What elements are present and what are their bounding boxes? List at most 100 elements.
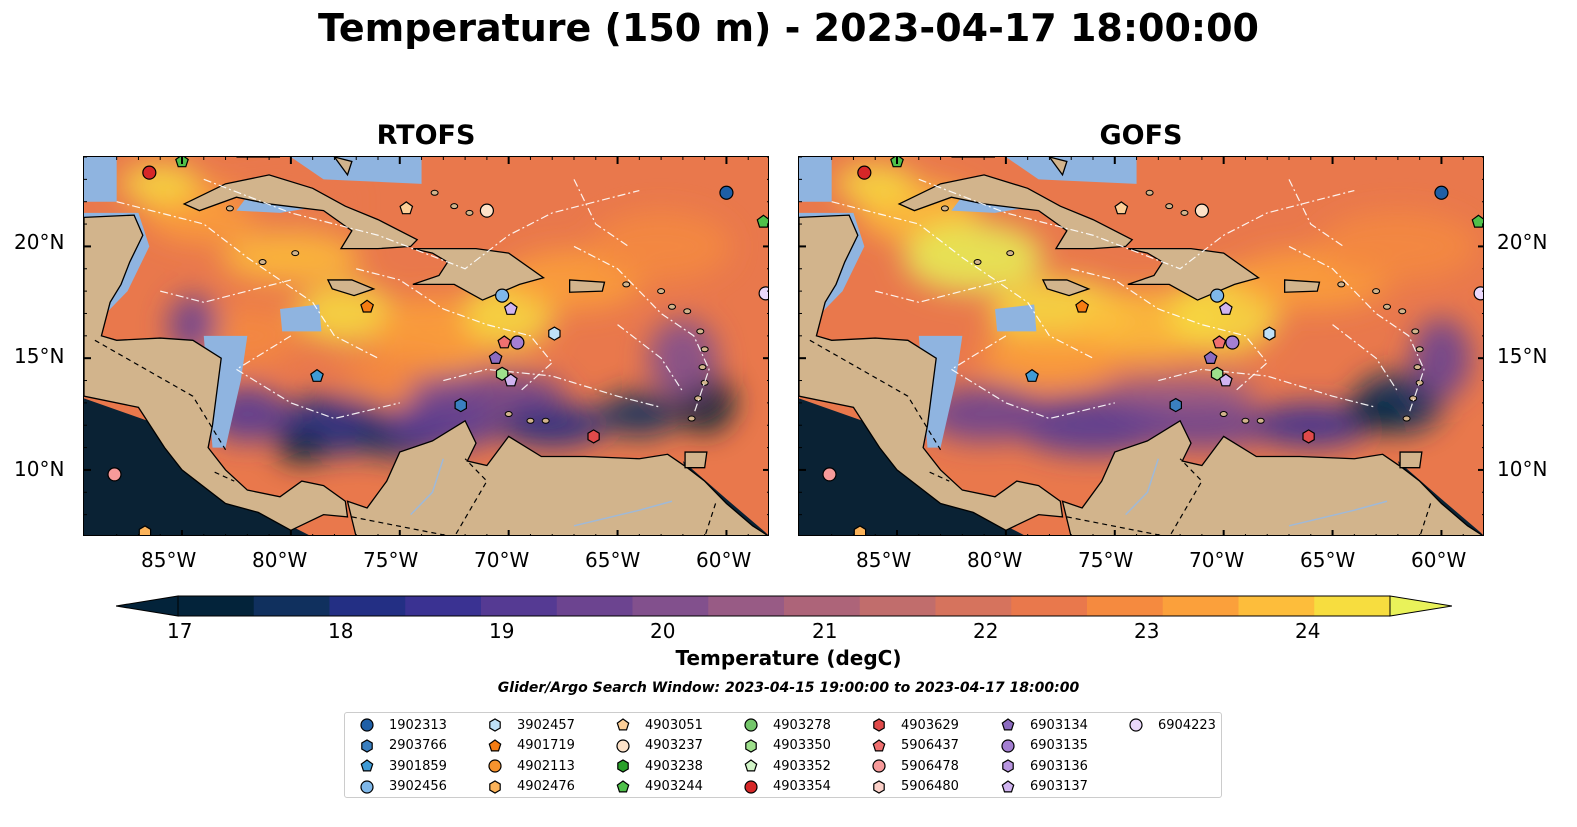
lon-label-80w-right: 80°W [967, 548, 1023, 572]
eez-boundary [1288, 245, 1425, 415]
legend-item-5906437: 5906437 [871, 738, 959, 754]
cb-tick-17: 17 [167, 619, 193, 643]
legend-label: 4903244 [645, 779, 703, 794]
eez-boundary [203, 178, 640, 270]
colorbar [116, 595, 1452, 617]
gofs-map[interactable] [798, 156, 1484, 536]
cb-tick-19: 19 [489, 619, 515, 643]
pentagon-icon [1001, 779, 1015, 792]
cb-tick-21: 21 [812, 619, 838, 643]
small-island [698, 364, 707, 371]
colorbar-bin [405, 596, 482, 616]
eez-boundary [160, 279, 292, 303]
eez-boundary [1332, 324, 1399, 393]
hexagon-icon [745, 738, 757, 753]
small-island [696, 328, 705, 335]
south-america-land [346, 419, 768, 535]
country-border [214, 471, 235, 482]
legend-label: 4903238 [645, 758, 703, 774]
pentagon-icon [1001, 718, 1015, 731]
shallow-shelf [995, 304, 1037, 332]
small-island [465, 209, 474, 216]
small-island [973, 259, 982, 266]
shallow-shelf [280, 304, 322, 332]
legend-item-4903278: 4903278 [743, 717, 831, 733]
legend-item-2903766: 2903766 [359, 738, 447, 754]
float-marker-5906437 [1212, 335, 1227, 349]
legend-item-6903137: 6903137 [1000, 779, 1088, 795]
hexagon-icon [489, 779, 501, 794]
cb-tick-22: 22 [973, 619, 999, 643]
yucatan-land [84, 214, 349, 532]
legend-item-4903629: 4903629 [871, 717, 959, 733]
jamaica-land [326, 279, 376, 297]
country-border [94, 339, 227, 451]
hexagon-icon [1002, 759, 1014, 773]
river [1125, 458, 1160, 516]
hexagon-icon [361, 738, 373, 753]
legend-label: 2903766 [389, 738, 447, 753]
colorbar-label: Temperature (degC) [675, 646, 902, 670]
shallow-shelf [84, 157, 117, 202]
pentagon-icon [872, 738, 886, 751]
float-marker-5906478 [107, 467, 122, 482]
river [573, 500, 673, 527]
hexagon-icon [873, 718, 885, 732]
lon-label-70w-right: 70°W [1189, 548, 1245, 572]
float-marker-6903134 [1203, 350, 1218, 364]
small-island [1256, 417, 1265, 424]
lon-label-85w-left: 85°W [141, 548, 197, 572]
eez-boundary [116, 201, 379, 359]
small-island [291, 250, 300, 257]
small-island [430, 189, 439, 196]
cb-tick-18: 18 [328, 619, 354, 643]
legend-item-4903238: 4903238 [615, 758, 703, 774]
eez-boundary [1071, 268, 1269, 393]
small-island [1398, 308, 1407, 315]
small-island [1241, 417, 1250, 424]
eez-boundary [1288, 179, 1344, 247]
legend-item-4903051: 4903051 [615, 717, 703, 733]
country-border [1066, 458, 1203, 535]
float-marker-3901859 [310, 368, 324, 382]
cb-tick-23: 23 [1134, 619, 1160, 643]
lat-label-15n-right: 15°N [1497, 344, 1548, 368]
legend-item-5906480: 5906480 [871, 779, 959, 795]
legend-label: 6903137 [1030, 779, 1088, 794]
colorbar-bin [859, 596, 936, 616]
float-marker-6903137 [1218, 373, 1233, 387]
legend-item-4901719: 4901719 [487, 738, 575, 754]
legend-item-5906478: 5906478 [871, 758, 959, 774]
eez-boundary [573, 179, 629, 247]
small-island [668, 303, 676, 310]
small-island [694, 395, 703, 402]
legend-label: 4902476 [517, 779, 575, 794]
small-island [450, 203, 459, 210]
rtofs-map[interactable] [83, 156, 769, 536]
legend-label: 6903136 [1030, 758, 1088, 774]
trinidad-land [1399, 451, 1423, 469]
small-island [1006, 250, 1015, 257]
circle-icon [744, 779, 758, 794]
eez-boundary [918, 178, 1355, 270]
legend-label: 4903352 [773, 758, 831, 774]
small-island [622, 281, 631, 288]
country-border [1419, 503, 1432, 535]
float-marker-4901719 [360, 299, 375, 313]
jamaica-land [1041, 279, 1091, 297]
legend-label: 5906478 [901, 758, 959, 774]
eez-boundary [573, 245, 710, 415]
float-marker-6903137 [503, 301, 518, 315]
colorbar-bin [1011, 596, 1088, 616]
small-island [1413, 364, 1422, 371]
legend-item-1902313: 1902313 [359, 717, 447, 733]
panel-title-rtofs: RTOFS [376, 120, 476, 151]
float-marker-4903244 [756, 214, 768, 228]
lon-label-65w-left: 65°W [585, 548, 641, 572]
legend-item-4903350: 4903350 [743, 738, 831, 754]
lon-label-80w-left: 80°W [252, 548, 308, 572]
colorbar-bin [1238, 596, 1315, 616]
colorbar-bin [556, 596, 633, 616]
float-marker-4903051 [399, 201, 414, 215]
shallow-shelf [290, 157, 422, 184]
